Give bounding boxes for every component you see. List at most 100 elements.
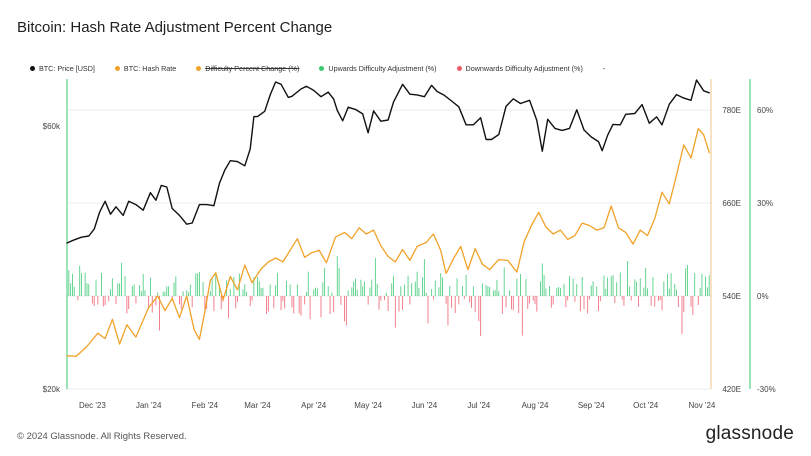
difficulty-bar-up	[168, 286, 170, 296]
difficulty-bar-down	[102, 296, 104, 307]
difficulty-bar-down	[191, 296, 193, 308]
legend-dot	[319, 65, 325, 71]
difficulty-bar-up	[605, 288, 607, 296]
difficulty-bar-down	[681, 296, 683, 335]
difficulty-bar-up	[371, 279, 373, 296]
difficulty-bar-down	[282, 296, 284, 302]
legend-label: Difficulty Percent Change (%)	[205, 63, 300, 73]
difficulty-bar-down	[213, 296, 215, 312]
difficulty-bar-up	[503, 267, 505, 296]
difficulty-bar-up	[209, 291, 211, 296]
difficulty-bar-up	[246, 291, 248, 296]
chart-legend: BTC: Price [USD] BTC: Hash Rate Difficul…	[30, 62, 625, 74]
difficulty-bar-down	[690, 296, 692, 307]
x-axis-tick-label: Jul '24	[467, 401, 490, 410]
difficulty-bar-down	[574, 296, 576, 302]
difficulty-bar-up	[667, 273, 668, 296]
difficulty-bar-up	[119, 283, 121, 296]
legend-dot	[456, 65, 462, 71]
difficulty-bar-up	[559, 287, 561, 296]
difficulty-bar-up	[260, 287, 262, 296]
difficulty-bar-up	[316, 288, 318, 296]
legend-item-hash-rate[interactable]: BTC: Hash Rate	[114, 64, 176, 73]
difficulty-bar-up	[322, 282, 324, 296]
difficulty-bar-down	[291, 296, 293, 308]
difficulty-bar-up	[393, 275, 394, 296]
x-axis-tick-label: Nov '24	[688, 401, 715, 410]
difficulty-bar-up	[233, 276, 235, 296]
difficulty-bar-up	[188, 292, 189, 296]
x-axis-tick-label: Jun '24	[412, 401, 438, 410]
difficulty-bar-up	[449, 285, 451, 296]
difficulty-bar-up	[189, 284, 191, 296]
difficulty-bar-down	[93, 296, 95, 307]
legend-item-btc-price[interactable]: BTC: Price [USD]	[30, 64, 95, 73]
difficulty-bar-down	[659, 296, 661, 301]
difficulty-bar-down	[128, 296, 130, 310]
difficulty-bar-up	[634, 279, 636, 296]
difficulty-bar-down	[151, 296, 153, 313]
difficulty-bar-down	[135, 296, 137, 304]
difficulty-bar-up	[133, 284, 135, 296]
difficulty-bar-up	[647, 288, 648, 296]
difficulty-bar-down	[228, 296, 229, 319]
hash-rate-axis-tick-label: 420E	[722, 385, 741, 394]
difficulty-bar-up	[481, 283, 483, 296]
difficulty-bar-down	[91, 296, 93, 304]
difficulty-bar-down	[273, 296, 275, 309]
difficulty-bar-up	[616, 282, 618, 296]
difficulty-bar-up	[195, 273, 197, 296]
pct-axis-tick-label: -30%	[757, 385, 776, 394]
difficulty-bar-up	[124, 276, 126, 296]
difficulty-bar-down	[108, 296, 110, 302]
difficulty-bar-up	[610, 275, 612, 296]
difficulty-bar-down	[478, 296, 480, 322]
x-axis-tick-label: Dec '23	[79, 401, 106, 410]
difficulty-bar-up	[391, 283, 393, 296]
difficulty-bar-down	[367, 296, 369, 305]
difficulty-bar-down	[565, 296, 567, 308]
difficulty-bar-up	[645, 267, 647, 296]
difficulty-bar-up	[576, 283, 578, 296]
difficulty-bar-down	[512, 296, 514, 311]
difficulty-bar-up	[307, 271, 309, 296]
difficulty-bar-down	[309, 296, 311, 320]
difficulty-bar-down	[387, 296, 389, 312]
difficulty-bar-up	[374, 258, 376, 296]
difficulty-bar-up	[101, 272, 102, 296]
difficulty-bar-up	[253, 277, 255, 296]
legend-item-extra[interactable]: -	[603, 64, 605, 73]
difficulty-bar-up	[563, 284, 565, 296]
difficulty-bar-up	[425, 292, 427, 296]
difficulty-bar-up	[541, 263, 543, 296]
difficulty-bar-down	[469, 296, 471, 303]
difficulty-bar-down	[661, 296, 663, 311]
difficulty-bar-up	[494, 290, 496, 296]
difficulty-bar-up	[286, 280, 287, 296]
legend-dot	[30, 65, 35, 71]
legend-item-downwards-adjustment[interactable]: Downwards Difficulty Adjustment (%)	[456, 64, 583, 73]
difficulty-bar-up	[422, 277, 424, 296]
legend-label: BTC: Price [USD]	[39, 63, 95, 73]
difficulty-bar-up	[338, 268, 340, 296]
difficulty-bar-up	[403, 284, 405, 296]
difficulty-bar-up	[315, 287, 316, 296]
hash-rate-line	[66, 127, 710, 358]
difficulty-bar-up	[643, 287, 645, 296]
difficulty-bar-up	[313, 289, 315, 296]
difficulty-bar-down	[451, 296, 453, 309]
difficulty-bar-down	[235, 296, 237, 309]
difficulty-bar-up	[289, 284, 291, 296]
difficulty-bar-down	[501, 296, 503, 314]
difficulty-bar-up	[369, 287, 371, 296]
difficulty-bar-up	[668, 288, 670, 296]
difficulty-bar-up	[540, 281, 541, 296]
difficulty-bar-down	[683, 296, 685, 312]
difficulty-bar-down	[623, 296, 625, 306]
difficulty-bar-up	[258, 281, 260, 296]
difficulty-bar-up	[569, 276, 570, 296]
legend-item-upwards-adjustment[interactable]: Upwards Difficulty Adjustment (%)	[319, 63, 437, 73]
legend-item-difficulty-percent-change[interactable]: Difficulty Percent Change (%)	[196, 64, 299, 73]
difficulty-bar-down	[587, 296, 589, 314]
legend-label: Upwards Difficulty Adjustment (%)	[328, 63, 437, 73]
